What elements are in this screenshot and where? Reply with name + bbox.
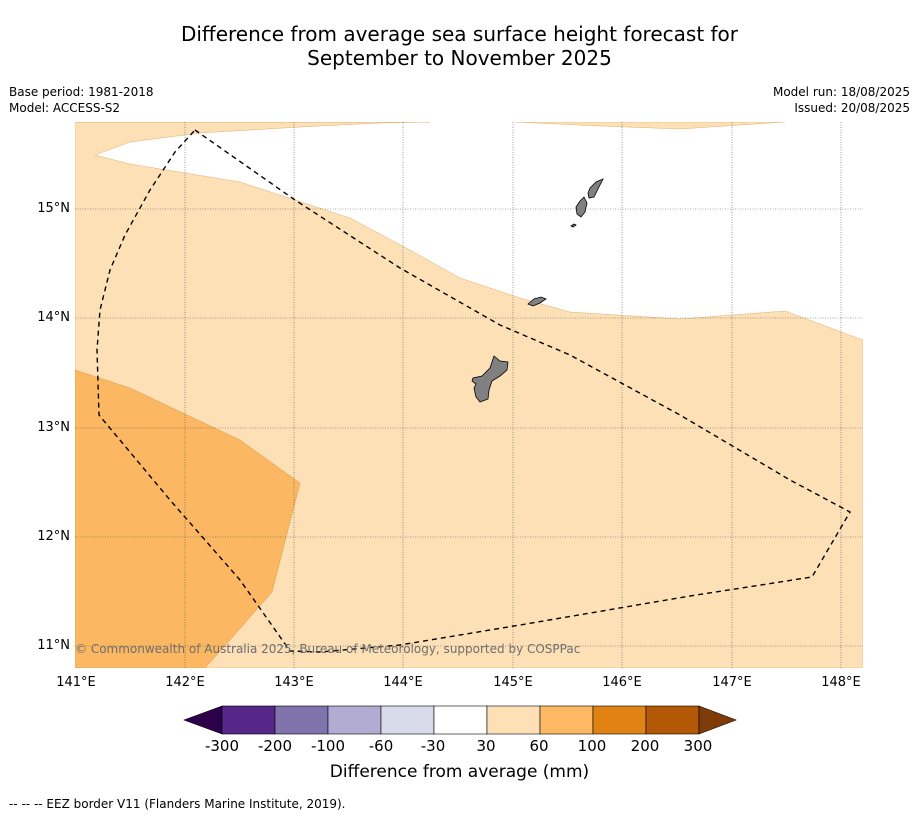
lat-label-15: 15°N xyxy=(37,201,70,216)
island-aguijan xyxy=(570,223,577,228)
island-guam xyxy=(471,355,509,403)
colorbar-segment xyxy=(592,705,647,735)
gridlines xyxy=(75,122,863,668)
model-run: Model run: 18/08/2025 xyxy=(772,85,910,99)
colorbar-segment xyxy=(645,705,700,735)
base-period: Base period: 1981-2018 xyxy=(9,85,154,99)
colorbar-segment xyxy=(380,705,435,735)
lon-label-146: 146°E xyxy=(602,675,642,690)
colorbar-arrow-high xyxy=(698,705,737,735)
lon-label-143: 143°E xyxy=(274,675,314,690)
chart-title: Difference from average sea surface heig… xyxy=(0,22,919,70)
title-line-2: September to November 2025 xyxy=(307,46,612,70)
land-islands xyxy=(471,178,604,403)
eez-legend-note: -- -- -- EEZ border V11 (Flanders Marine… xyxy=(9,797,346,811)
colorbar-arrow-low xyxy=(183,705,223,735)
meta-right: Model run: 18/08/2025 Issued: 20/08/2025 xyxy=(773,84,910,116)
colorbar-segment xyxy=(327,705,382,735)
colorbar-label: -30 xyxy=(420,737,446,755)
meta-left: Base period: 1981-2018 Model: ACCESS-S2 xyxy=(9,84,154,116)
colorbar-label: -200 xyxy=(257,737,293,755)
lat-label-14: 14°N xyxy=(37,310,70,325)
colorbar-label: 200 xyxy=(630,737,660,755)
colorbar-label: -300 xyxy=(204,737,240,755)
title-line-1: Difference from average sea surface heig… xyxy=(180,22,739,46)
colorbar-title: Difference from average (mm) xyxy=(329,762,590,782)
lon-label-148: 148°E xyxy=(821,675,861,690)
colorbar-segment xyxy=(486,705,541,735)
island-saipan xyxy=(587,178,604,199)
lon-label-142: 142°E xyxy=(165,675,205,690)
lat-label-13: 13°N xyxy=(37,420,70,435)
lon-label-147: 147°E xyxy=(712,675,752,690)
eez-border-line xyxy=(96,129,851,653)
colorbar-label: 300 xyxy=(683,737,713,755)
colorbar-segment xyxy=(274,705,329,735)
anomaly-band-30-60-top xyxy=(514,122,786,130)
lat-label-12: 12°N xyxy=(37,529,70,544)
colorbar-label: 30 xyxy=(476,737,496,755)
island-rota xyxy=(527,296,547,307)
colorbar xyxy=(183,705,737,735)
issued-date: Issued: 20/08/2025 xyxy=(794,101,910,115)
colorbar-label: -60 xyxy=(368,737,394,755)
model-name: Model: ACCESS-S2 xyxy=(9,101,121,115)
lon-label-144: 144°E xyxy=(383,675,423,690)
colorbar-segment xyxy=(539,705,594,735)
colorbar-label: 60 xyxy=(529,737,549,755)
colorbar-label: -100 xyxy=(310,737,346,755)
copyright-notice: © Commonwealth of Australia 2025, Bureau… xyxy=(75,642,581,656)
colorbar-label: 100 xyxy=(577,737,607,755)
lon-label-141: 141°E xyxy=(56,675,96,690)
colorbar-segment xyxy=(221,705,276,735)
colorbar-segment xyxy=(433,705,488,735)
lon-label-145: 145°E xyxy=(493,675,533,690)
island-tinian xyxy=(575,196,588,218)
lat-label-11: 11°N xyxy=(37,638,70,653)
